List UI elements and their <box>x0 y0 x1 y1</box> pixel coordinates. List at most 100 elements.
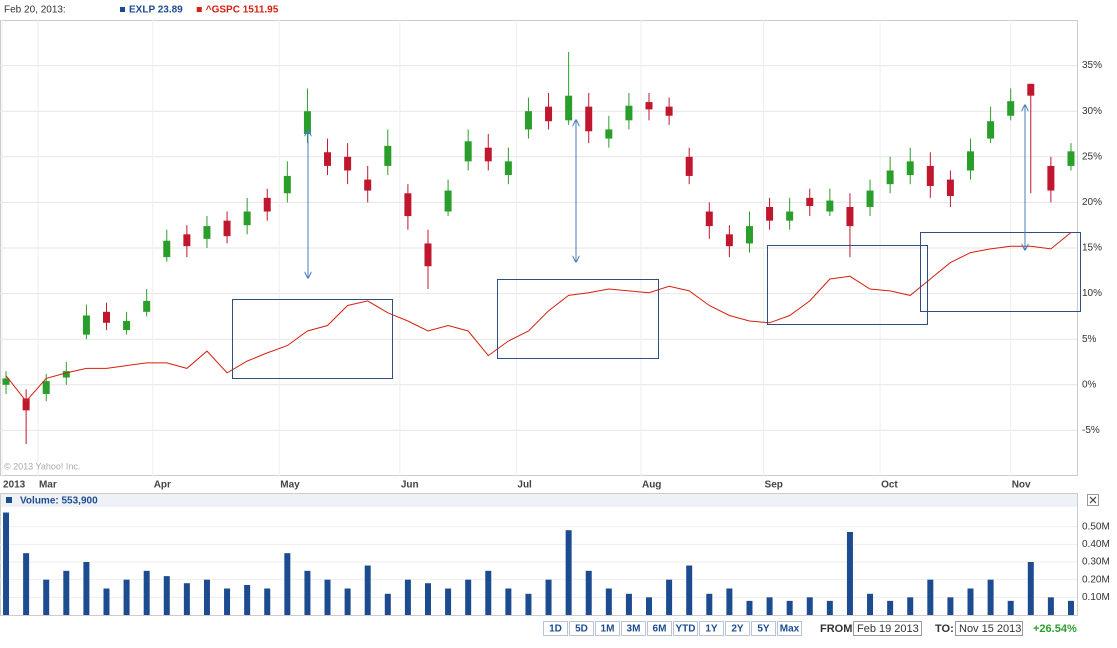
range-button-box <box>777 621 802 636</box>
volume-bar <box>364 565 371 615</box>
x-tick-label: Sep <box>765 480 783 491</box>
volume-bar <box>867 593 874 615</box>
range-button-box <box>543 621 568 636</box>
range-button[interactable]: Max <box>777 621 802 636</box>
range-button-box <box>569 621 594 636</box>
candle-body <box>1027 83 1035 96</box>
y-tick-label: 0.50M <box>1082 521 1110 532</box>
candle-body <box>946 179 954 197</box>
candle-body <box>625 105 633 121</box>
range-button[interactable]: YTD <box>673 621 698 636</box>
volume-bar <box>525 593 532 615</box>
from-input[interactable]: Feb 19 2013 <box>853 621 922 636</box>
candle-body <box>967 151 975 171</box>
volume-bar <box>1047 597 1054 615</box>
to-input[interactable]: Nov 15 2013 <box>955 621 1023 636</box>
y-tick-label: 20% <box>1082 197 1102 208</box>
controls: 1D 5D 1M 3M 6M YTD 1Y 2Y 5Y Max FROM: Feb 19 2013 TO… <box>543 621 1077 636</box>
x-tick-label: 2013 <box>3 480 26 491</box>
watermark: © 2013 Yahoo! Inc. <box>4 461 80 471</box>
range-button[interactable]: 6M <box>647 621 672 636</box>
y-tick-label: 0% <box>1082 379 1097 390</box>
candle-body <box>605 129 613 139</box>
range-button[interactable]: 5D <box>569 621 594 636</box>
candle-body <box>183 234 191 247</box>
volume-bar <box>485 570 492 615</box>
legend-swatch <box>120 7 125 12</box>
range-button[interactable]: 1D <box>543 621 568 636</box>
range-button-box <box>673 621 698 636</box>
candle-body <box>504 161 512 176</box>
range-button[interactable]: 1M <box>595 621 620 636</box>
y-tick-label: 10% <box>1082 288 1102 299</box>
range-button[interactable]: 3M <box>621 621 646 636</box>
y-tick-label: 25% <box>1082 151 1102 162</box>
volume-bar <box>746 600 753 615</box>
legend-date: Feb 20, 2013: <box>4 5 66 16</box>
candle-body <box>203 226 211 239</box>
y-tick-label: 0.40M <box>1082 539 1110 550</box>
candle-body <box>163 240 171 258</box>
volume-bar <box>846 531 853 615</box>
annotation-box <box>497 279 659 359</box>
x-tick-label: Aug <box>642 480 661 491</box>
candle-body <box>82 315 90 335</box>
volume-bar <box>203 579 210 615</box>
volume-bar <box>424 583 431 615</box>
candle-body <box>524 111 532 130</box>
range-button[interactable]: 5Y <box>751 621 776 636</box>
range-button[interactable]: 1Y <box>699 621 724 636</box>
candle-body <box>263 197 271 212</box>
volume-bar <box>404 579 411 615</box>
volume-bar <box>284 553 291 615</box>
candle-body <box>1047 165 1055 191</box>
volume-bar <box>666 579 673 615</box>
volume-bar <box>83 562 90 615</box>
to-label: TO: <box>935 623 954 635</box>
candle-body <box>303 111 311 134</box>
volume-bar <box>1007 600 1014 615</box>
x-tick-label: Apr <box>154 480 171 491</box>
candle-body <box>786 211 794 221</box>
candle-body <box>725 234 733 247</box>
annotation-box <box>920 232 1081 312</box>
volume-bar <box>244 584 251 615</box>
volume-title: Volume: 553,900 <box>20 496 98 507</box>
volume-bar <box>465 579 472 615</box>
candle-body <box>444 190 452 212</box>
range-button-label: 5Y <box>757 624 770 635</box>
volume-bar <box>445 588 452 615</box>
candle-body <box>404 193 412 217</box>
volume-bar <box>23 553 30 615</box>
y-tick-label: -5% <box>1082 425 1100 436</box>
volume-bar <box>264 588 271 615</box>
x-tick-label: Nov <box>1012 480 1031 491</box>
range-button[interactable]: 2Y <box>725 621 750 636</box>
candle-body <box>283 175 291 194</box>
candle-body <box>826 200 834 212</box>
volume-bar <box>304 570 311 615</box>
candle-body <box>665 106 673 116</box>
candle-body <box>364 179 372 191</box>
volume-bar <box>766 597 773 615</box>
range-button-box <box>751 621 776 636</box>
volume-bar <box>384 593 391 615</box>
volume-bar <box>947 597 954 615</box>
volume-bar <box>123 579 130 615</box>
legend-label: ^GSPC 1511.95 <box>206 5 279 16</box>
candle-body <box>766 206 774 221</box>
candle-body <box>806 197 814 207</box>
close-button[interactable] <box>1087 494 1099 506</box>
to-input-text: Nov 15 2013 <box>959 623 1021 635</box>
volume-bar <box>505 588 512 615</box>
range-button-label: 1D <box>549 624 562 635</box>
y-tick-label: 0.10M <box>1082 592 1110 603</box>
y-tick-label: 30% <box>1082 106 1102 117</box>
candle-body <box>1067 151 1075 166</box>
volume-bar <box>585 570 592 615</box>
range-button-label: Max <box>780 624 800 635</box>
range-button-label: 5D <box>575 624 588 635</box>
candle-body <box>143 300 151 312</box>
annotation-box <box>232 299 393 379</box>
